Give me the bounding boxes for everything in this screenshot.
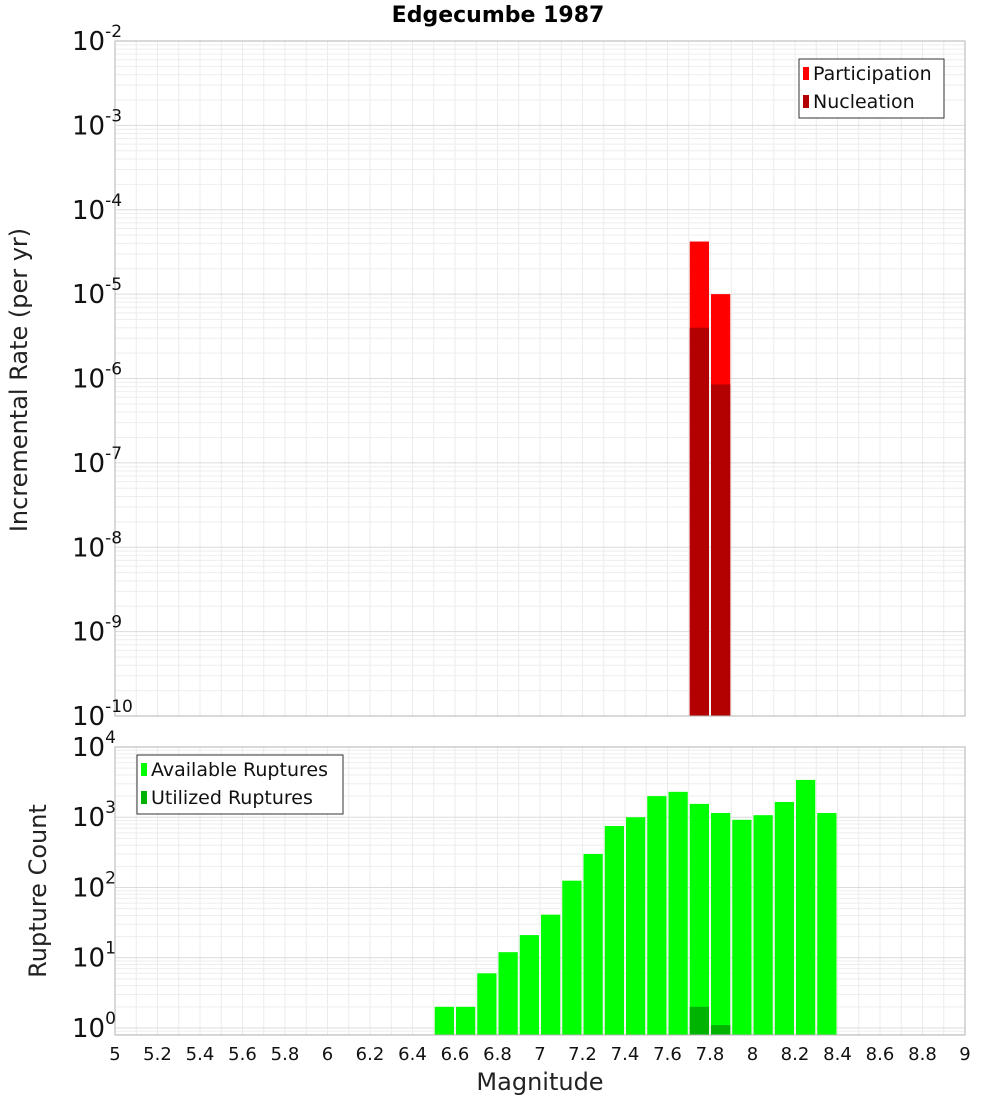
x-tick-label: 6.2 [356, 1044, 385, 1065]
x-tick-labels: 5 5.2 5.4 5.6 5.8 6 6.2 6.4 6.6 6.8 7 7.2 7.4 7.6 7.8 8… [109, 1044, 970, 1065]
legend-swatch [141, 791, 147, 804]
legend-label: Available Ruptures [151, 759, 328, 781]
y-tick-label: 10-3 [72, 106, 122, 141]
x-tick-label: 8.6 [866, 1044, 895, 1065]
count-bar-available-ruptures [498, 952, 518, 1035]
x-tick-label: 8.8 [908, 1044, 937, 1065]
y-tick-label: 104 [72, 728, 116, 763]
x-axis-label: Magnitude [476, 1068, 603, 1096]
x-tick-label: 5 [109, 1044, 120, 1065]
x-tick-label: 7.2 [568, 1044, 597, 1065]
y-tick-label: 10-10 [72, 697, 133, 732]
x-tick-label: 5.8 [271, 1044, 300, 1065]
rate-bar-nucleation [711, 384, 731, 716]
legend-label: Nucleation [813, 91, 915, 113]
y-tick-label: 100 [72, 1009, 116, 1044]
count-bar-available-ruptures [796, 779, 816, 1035]
count-bar-available-ruptures [541, 914, 561, 1035]
count-bar-available-ruptures [732, 819, 752, 1035]
x-tick-label: 6.6 [441, 1044, 470, 1065]
legend-swatch [141, 763, 147, 776]
x-tick-label: 5.4 [186, 1044, 215, 1065]
count-bar-available-ruptures [774, 801, 794, 1035]
legend: Available Ruptures Utilized Ruptures [136, 754, 344, 815]
x-tick-label: 8 [747, 1044, 758, 1065]
y-tick-label: 10-6 [72, 360, 122, 395]
rupture-count-panel: 100 101 102 103 104 5 5.2 5.4 5.6 5.8 6 6.2 6.4 6.6 6.… [72, 728, 971, 1065]
legend-box [136, 754, 344, 815]
bars [434, 779, 837, 1035]
chart-title: Edgecumbe 1987 [392, 3, 605, 28]
x-tick-label: 6.4 [398, 1044, 427, 1065]
x-tick-label: 7.6 [653, 1044, 682, 1065]
count-bar-available-ruptures [711, 812, 731, 1035]
count-bar-available-ruptures [689, 803, 709, 1035]
x-tick-label: 6 [322, 1044, 333, 1065]
count-bar-utilized-ruptures [689, 1006, 709, 1035]
count-bar-available-ruptures [817, 812, 837, 1035]
count-bar-available-ruptures [626, 817, 646, 1035]
count-bar-available-ruptures [647, 796, 667, 1035]
plot-frame [114, 40, 966, 717]
count-bar-available-ruptures [583, 853, 603, 1035]
legend-label: Participation [813, 63, 932, 85]
x-tick-label: 5.6 [228, 1044, 257, 1065]
rate-y-axis-label: Incremental Rate (per yr) [5, 228, 33, 532]
bars [689, 241, 731, 717]
x-tick-label: 6.8 [483, 1044, 512, 1065]
count-bar-available-ruptures [604, 826, 624, 1035]
count-bar-utilized-ruptures [711, 1025, 731, 1035]
legend-box [798, 58, 945, 119]
x-tick-label: 8.4 [823, 1044, 852, 1065]
y-tick-label: 10-4 [72, 191, 122, 226]
grid [114, 41, 966, 717]
legend-label: Utilized Ruptures [151, 787, 313, 809]
count-bar-available-ruptures [456, 1006, 476, 1035]
y-tick-labels: 100 101 102 103 104 [72, 728, 116, 1044]
legend-swatch [803, 95, 809, 108]
legend: Participation Nucleation [798, 58, 945, 119]
y-tick-label: 10-2 [72, 22, 122, 57]
x-tick-label: 8.2 [781, 1044, 810, 1065]
count-bar-available-ruptures [668, 791, 688, 1035]
plot-frame [114, 746, 966, 1036]
y-tick-label: 10-9 [72, 613, 122, 648]
count-bar-available-ruptures [477, 973, 497, 1035]
legend-swatch [803, 67, 809, 80]
x-tick-label: 5.2 [143, 1044, 172, 1065]
y-tick-label: 101 [72, 939, 116, 974]
y-tick-label: 10-5 [72, 275, 122, 310]
y-tick-label: 103 [72, 798, 116, 833]
x-tick-label: 7.4 [611, 1044, 640, 1065]
count-bar-available-ruptures [562, 880, 582, 1035]
x-tick-label: 7 [534, 1044, 545, 1065]
rate-panel: 10-10 10-9 10-8 10-7 10-6 10-5 10-4 10-3 10-2 Par… [72, 22, 966, 732]
y-tick-label: 10-7 [72, 444, 122, 479]
x-tick-label: 9 [959, 1044, 970, 1065]
y-tick-label: 102 [72, 868, 116, 903]
count-bar-available-ruptures [434, 1006, 454, 1035]
count-y-axis-label: Rupture Count [24, 804, 52, 978]
count-bar-available-ruptures [753, 815, 773, 1035]
x-tick-label: 7.8 [696, 1044, 725, 1065]
y-tick-labels: 10-10 10-9 10-8 10-7 10-6 10-5 10-4 10-3 10-2 [72, 22, 133, 732]
count-bar-available-ruptures [519, 935, 539, 1035]
rate-bar-nucleation [689, 327, 709, 716]
y-tick-label: 10-8 [72, 528, 122, 563]
